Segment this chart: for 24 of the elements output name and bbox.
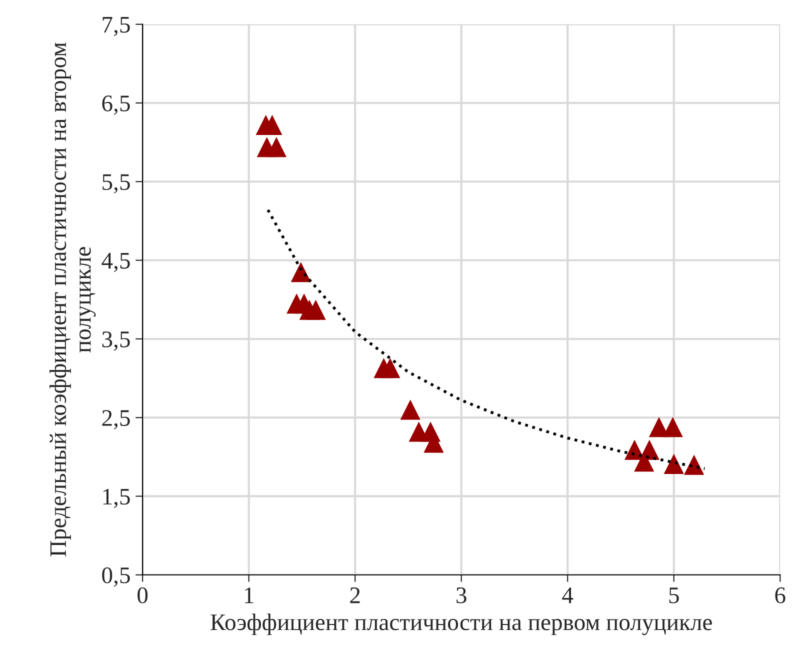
y-tick-label: 7,5 bbox=[102, 17, 130, 36]
x-tick-label: 3 bbox=[456, 587, 466, 604]
y-tick-label: 5,5 bbox=[102, 174, 130, 194]
y-axis-title: Предельный коэффициент пластичности на втором полуцикле bbox=[50, 42, 96, 557]
point bbox=[400, 400, 420, 420]
point bbox=[266, 136, 287, 158]
point bbox=[684, 454, 704, 475]
point bbox=[664, 454, 684, 474]
point bbox=[380, 358, 400, 378]
x-tick-label: 6 bbox=[775, 587, 786, 604]
y-tick-label: 0,5 bbox=[102, 567, 130, 587]
y-tick-label: 3,5 bbox=[102, 331, 130, 351]
x-tick-label: 5 bbox=[669, 588, 679, 604]
x-tick-label: 0 bbox=[138, 587, 148, 604]
x-tick-label: 1 bbox=[244, 587, 254, 604]
y-tick-label: 4,5 bbox=[102, 252, 130, 272]
x-axis-title: Коэффициент пластичности на первом полуцикле bbox=[210, 614, 712, 636]
x-tick-label: 2 bbox=[350, 587, 360, 604]
point bbox=[306, 300, 326, 320]
point bbox=[662, 416, 683, 438]
y-tick-label: 6,5 bbox=[102, 96, 130, 115]
x-tick-label: 4 bbox=[562, 588, 574, 604]
y-tick-label: 1,5 bbox=[103, 488, 130, 508]
y-tick-label: 2,5 bbox=[102, 410, 130, 430]
